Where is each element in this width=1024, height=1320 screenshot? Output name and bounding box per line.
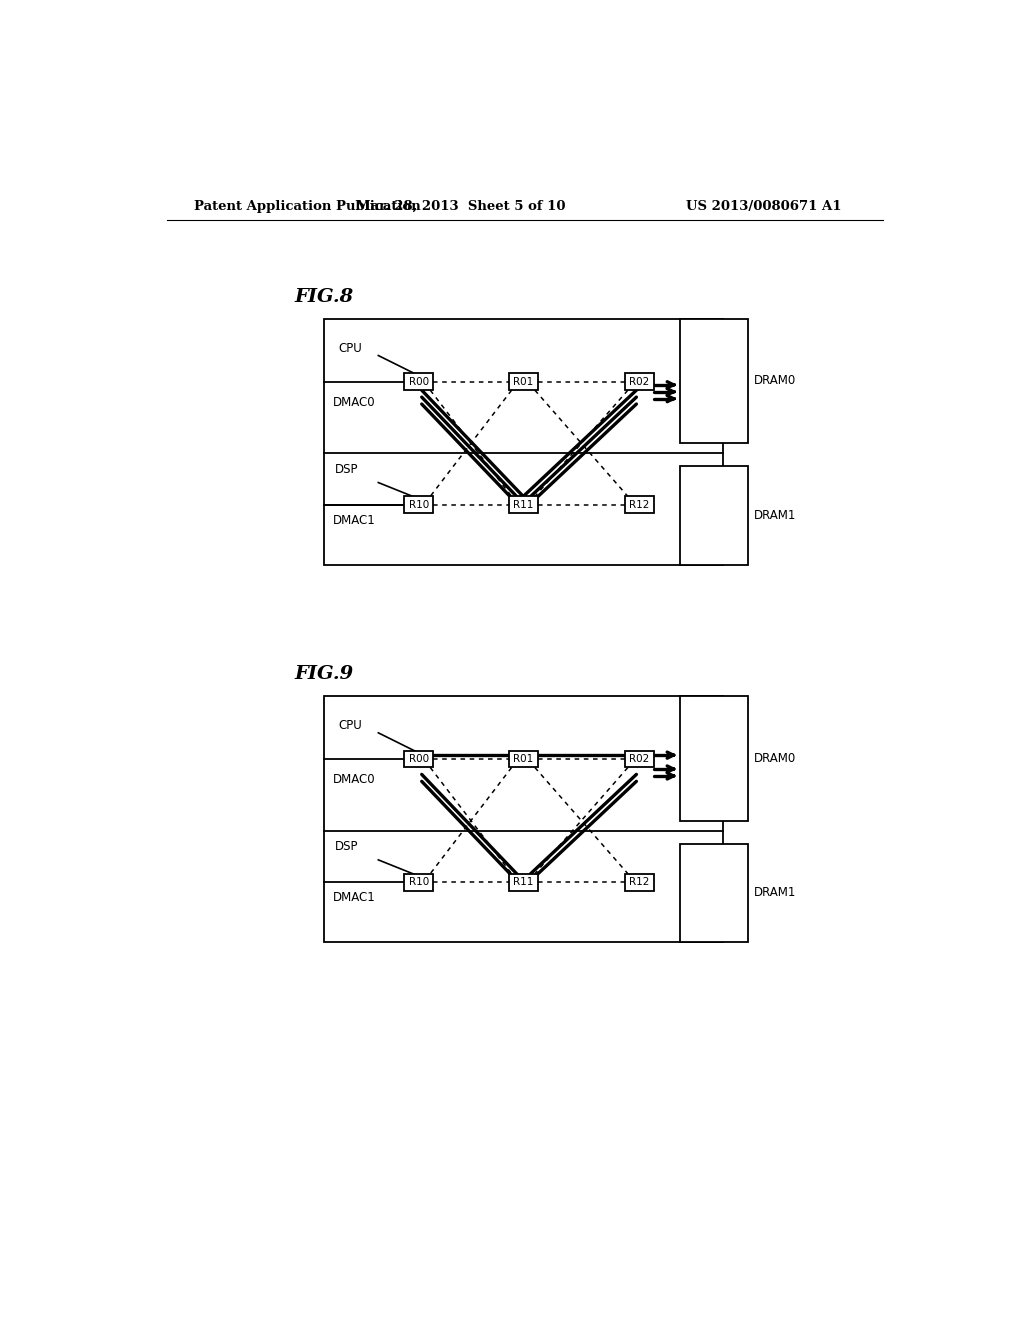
Text: DMAC0: DMAC0 <box>334 774 376 785</box>
Bar <box>625 751 654 767</box>
Text: R02: R02 <box>630 754 649 764</box>
Text: DSP: DSP <box>335 462 358 475</box>
Text: R11: R11 <box>513 500 534 510</box>
Text: FIG.9: FIG.9 <box>295 665 354 682</box>
Bar <box>324 696 723 942</box>
Text: DRAM0: DRAM0 <box>755 751 797 764</box>
Bar <box>680 318 748 444</box>
Bar <box>509 751 538 767</box>
Bar <box>324 318 723 565</box>
Text: DMAC0: DMAC0 <box>334 396 376 409</box>
Text: CPU: CPU <box>338 342 361 355</box>
Text: R11: R11 <box>513 878 534 887</box>
Text: R12: R12 <box>630 878 649 887</box>
Text: R10: R10 <box>409 878 429 887</box>
Text: R00: R00 <box>409 376 429 387</box>
Bar <box>403 751 433 767</box>
Text: R10: R10 <box>409 500 429 510</box>
Text: DRAM1: DRAM1 <box>755 510 797 523</box>
Text: R00: R00 <box>409 754 429 764</box>
Bar <box>403 874 433 891</box>
Bar <box>625 496 654 513</box>
Text: DMAC1: DMAC1 <box>334 891 376 904</box>
Bar <box>509 874 538 891</box>
Bar <box>403 374 433 391</box>
Text: DRAM0: DRAM0 <box>755 375 797 388</box>
Text: CPU: CPU <box>338 719 361 733</box>
Bar <box>625 374 654 391</box>
Text: US 2013/0080671 A1: US 2013/0080671 A1 <box>686 199 842 213</box>
Text: R12: R12 <box>630 500 649 510</box>
Text: R02: R02 <box>630 376 649 387</box>
Text: Mar. 28, 2013  Sheet 5 of 10: Mar. 28, 2013 Sheet 5 of 10 <box>356 199 566 213</box>
Text: DSP: DSP <box>335 840 358 853</box>
Bar <box>625 874 654 891</box>
Bar <box>680 843 748 942</box>
Text: DRAM1: DRAM1 <box>755 887 797 899</box>
Text: Patent Application Publication: Patent Application Publication <box>194 199 421 213</box>
Text: FIG.8: FIG.8 <box>295 288 354 306</box>
Bar <box>509 374 538 391</box>
Bar <box>403 496 433 513</box>
Bar <box>680 466 748 565</box>
Bar <box>509 496 538 513</box>
Text: DMAC1: DMAC1 <box>334 515 376 527</box>
Text: R01: R01 <box>513 376 534 387</box>
Text: R01: R01 <box>513 754 534 764</box>
Bar <box>680 696 748 821</box>
